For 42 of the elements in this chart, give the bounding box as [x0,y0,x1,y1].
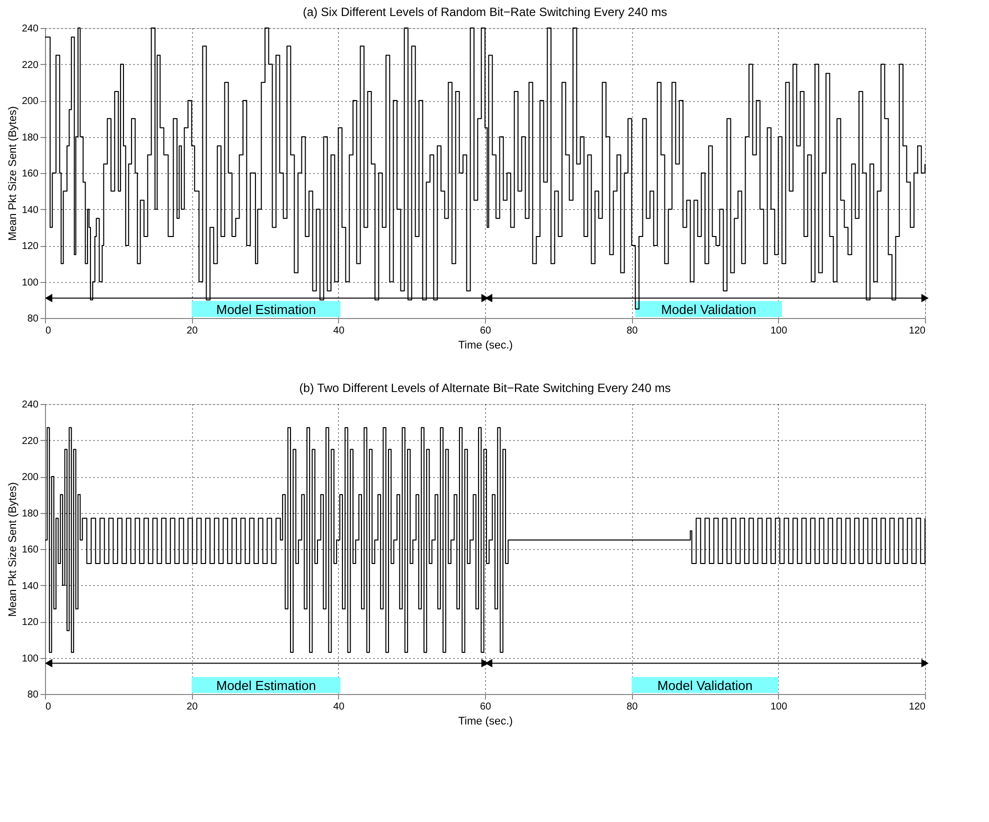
y-tick-label: 180 [22,132,39,144]
x-tick-label: 100 [770,326,788,336]
band-label: Model Validation [661,302,756,317]
x-axis-title: Time (sec.) [458,716,513,728]
y-axis-title: Mean Pkt Size Sent (Bytes) [6,106,19,241]
x-tick-label: 60 [480,702,492,712]
y-tick-label: 240 [22,24,39,34]
y-tick-label: 220 [22,436,39,447]
y-axis-title: Mean Pkt Size Sent (Bytes) [6,482,19,617]
x-tick-label: 100 [770,702,788,712]
x-tick-label: 40 [333,326,345,336]
chart-title: (b) Two Different Levels of Alternate Bit−Rate Switching Every 240 ms [299,381,671,395]
y-tick-label: 80 [27,690,39,700]
y-tick-label: 100 [22,653,39,664]
x-tick-label: 80 [626,702,638,712]
y-tick-label: 160 [22,168,39,180]
x-tick-label: 0 [46,326,52,336]
y-tick-label: 120 [22,241,39,252]
band-label: Model Validation [657,678,753,693]
band-label: Model Estimation [216,678,316,693]
band-label: Model Estimation [216,302,316,317]
y-tick-label: 220 [22,60,39,71]
y-tick-label: 160 [22,544,39,556]
y-tick-label: 140 [22,204,39,216]
x-tick-label: 40 [333,702,345,712]
y-tick-label: 80 [27,314,39,324]
y-tick-label: 140 [22,580,39,592]
x-tick-label: 120 [908,702,926,712]
y-tick-label: 200 [22,96,39,107]
y-tick-label: 200 [22,472,39,483]
x-tick-label: 20 [186,326,198,336]
x-tick-label: 60 [480,326,492,336]
x-tick-label: 120 [908,326,926,336]
y-tick-label: 180 [22,508,39,520]
x-axis-title: Time (sec.) [458,340,513,352]
y-tick-label: 100 [22,277,39,288]
x-tick-label: 0 [46,702,52,712]
x-tick-label: 20 [186,702,198,712]
y-tick-label: 240 [22,400,39,410]
x-tick-label: 80 [626,326,638,336]
y-tick-label: 120 [22,617,39,628]
chart-title: (a) Six Different Levels of Random Bit−Rate Switching Every 240 ms [302,5,668,19]
